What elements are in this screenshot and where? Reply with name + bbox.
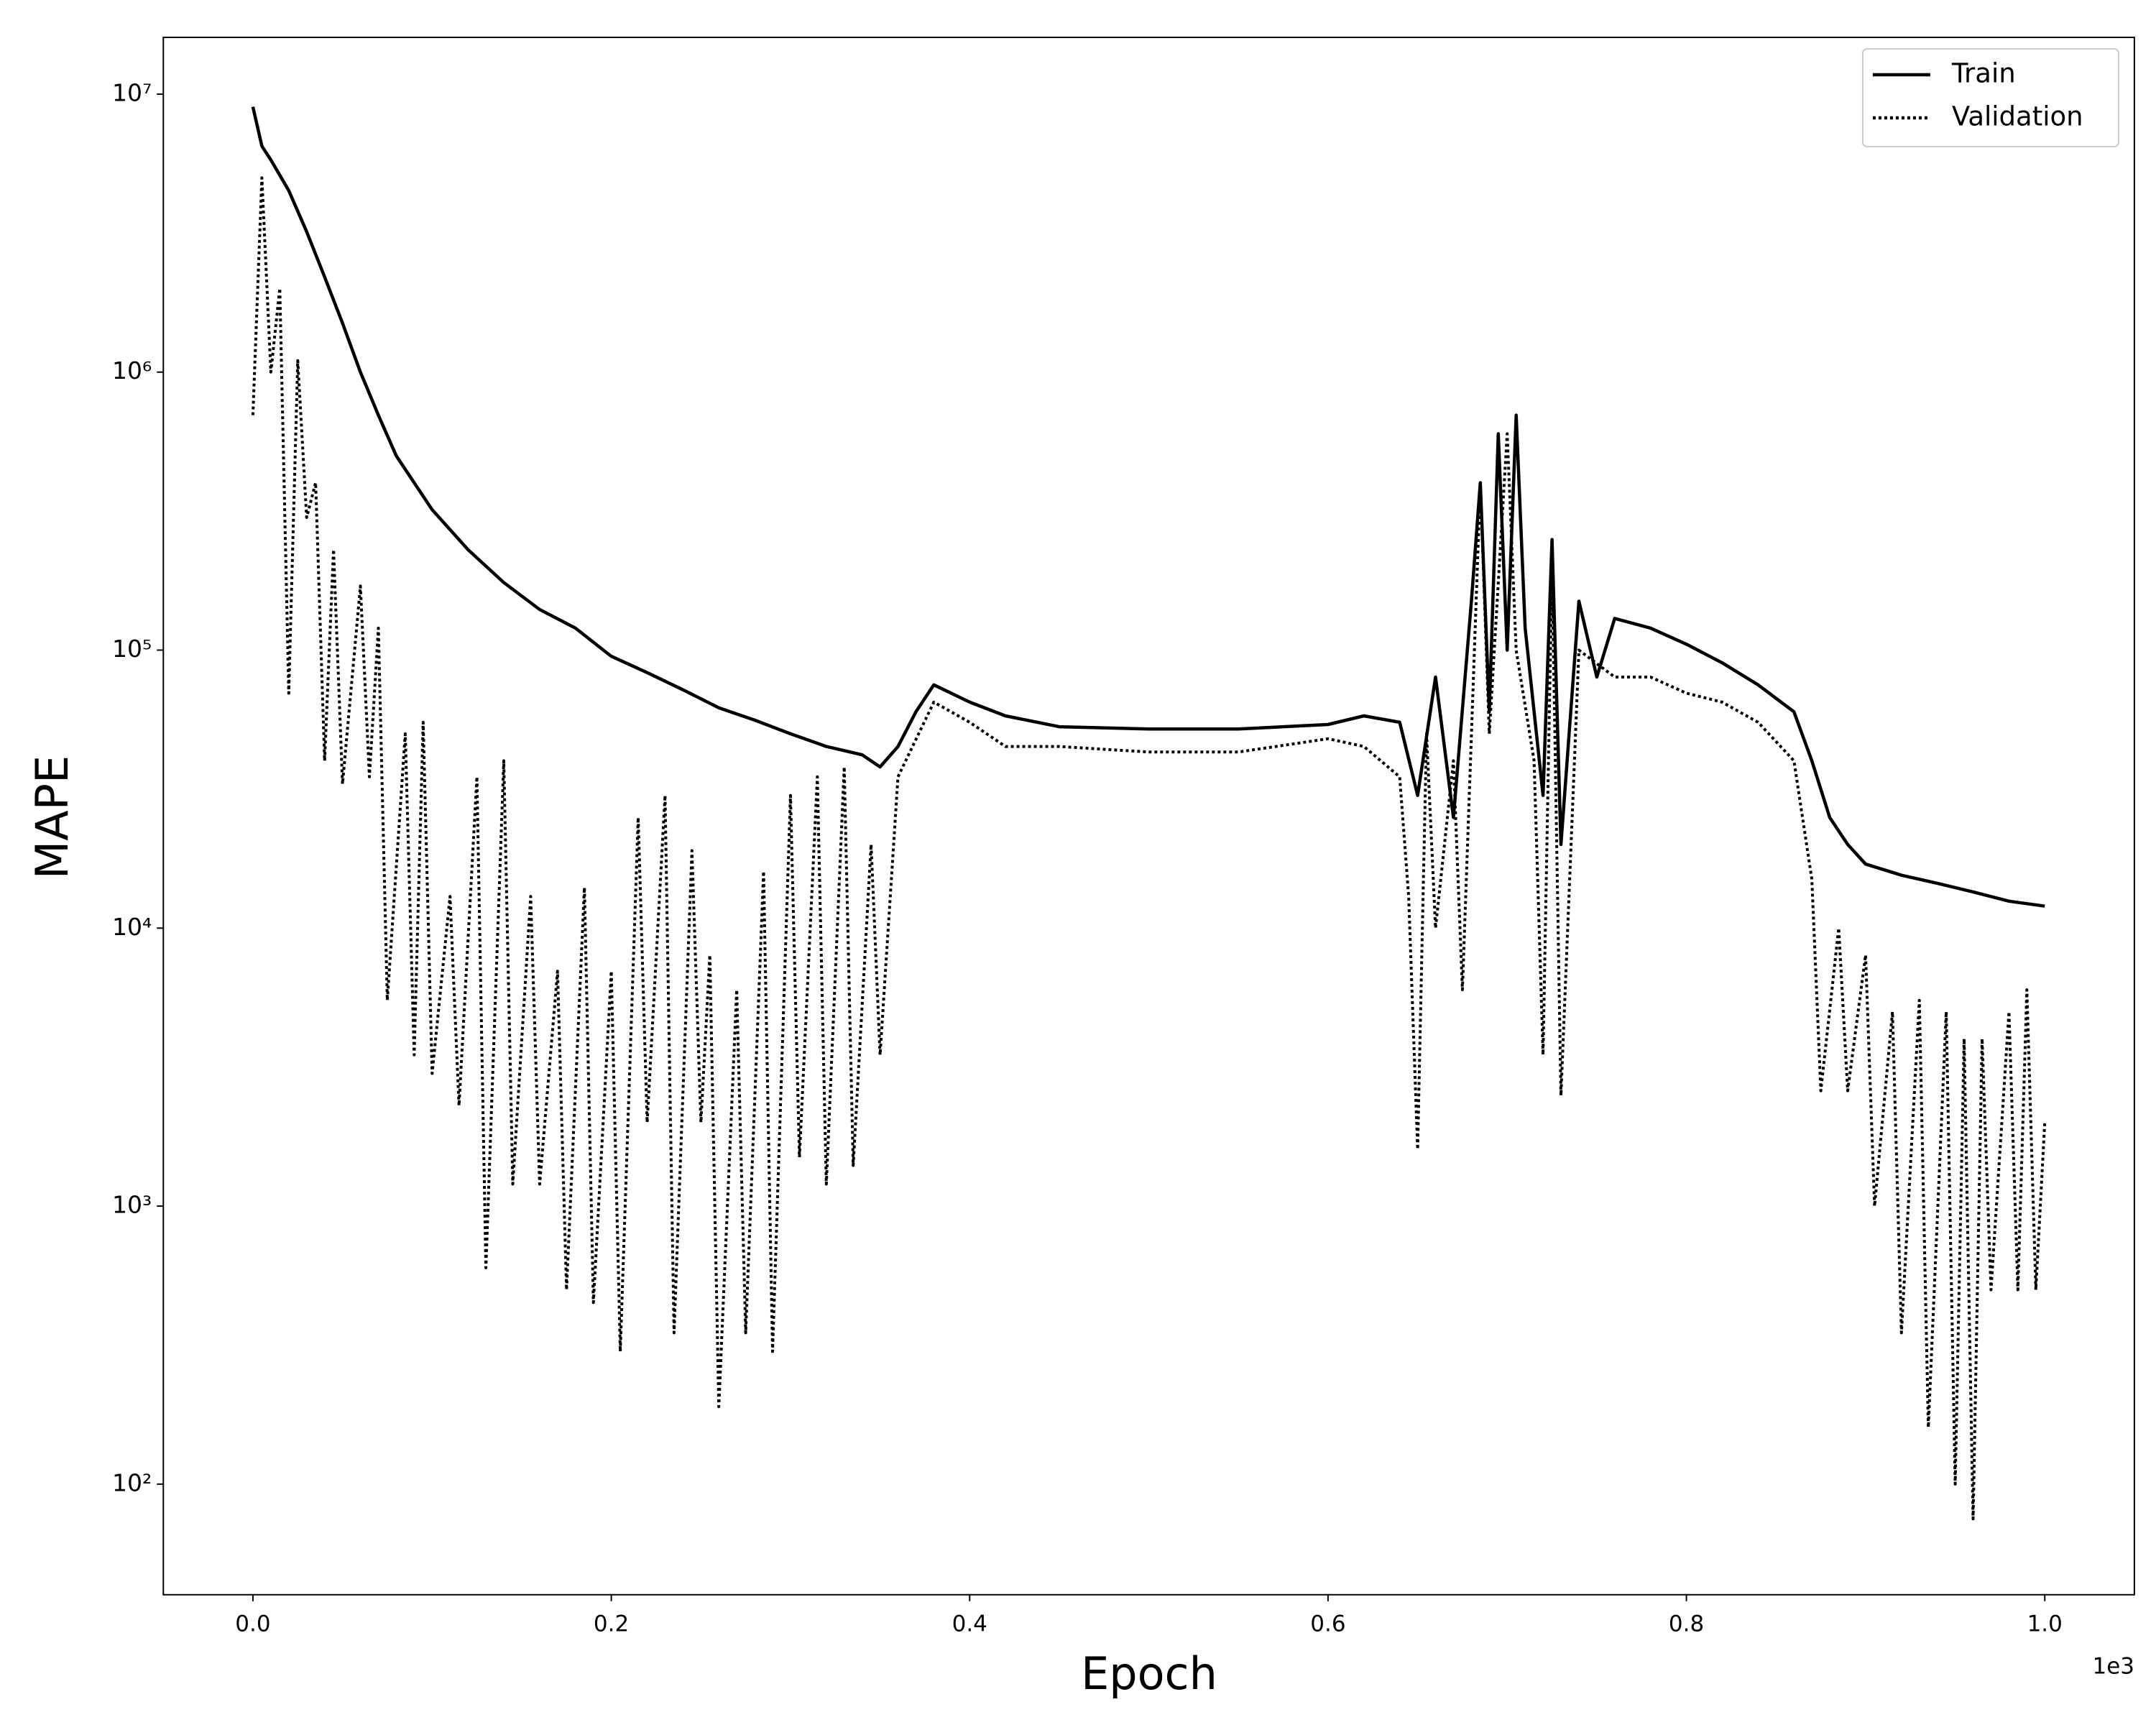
y-tick-label: 10⁵	[112, 635, 152, 663]
x-tick-label: 0.2	[594, 1611, 629, 1637]
y-tick-label: 10⁴	[112, 913, 152, 941]
legend-label: Validation	[1952, 101, 2083, 132]
series-line	[251, 176, 2047, 1521]
y-tick-label: 10³	[112, 1191, 152, 1219]
x-tick-label: 0.4	[952, 1611, 987, 1637]
x-tick-label: 1.0	[2027, 1611, 2063, 1637]
legend-label: Train	[1951, 58, 2016, 89]
plot-frame	[162, 37, 2135, 1596]
y-tick-label: 10²	[112, 1468, 152, 1496]
x-offset-label: 1e3	[2092, 1654, 2134, 1680]
x-axis-label: Epoch	[1081, 1647, 1217, 1700]
y-tick-label: 10⁶	[112, 356, 152, 385]
series-line	[251, 106, 2045, 908]
y-axis-label: MAPE	[26, 755, 78, 879]
x-tick-label: 0.8	[1669, 1611, 1704, 1637]
x-tick-label: 0.6	[1310, 1611, 1345, 1637]
y-tick-label: 10⁷	[112, 78, 152, 106]
x-tick-label: 0.0	[235, 1611, 270, 1637]
